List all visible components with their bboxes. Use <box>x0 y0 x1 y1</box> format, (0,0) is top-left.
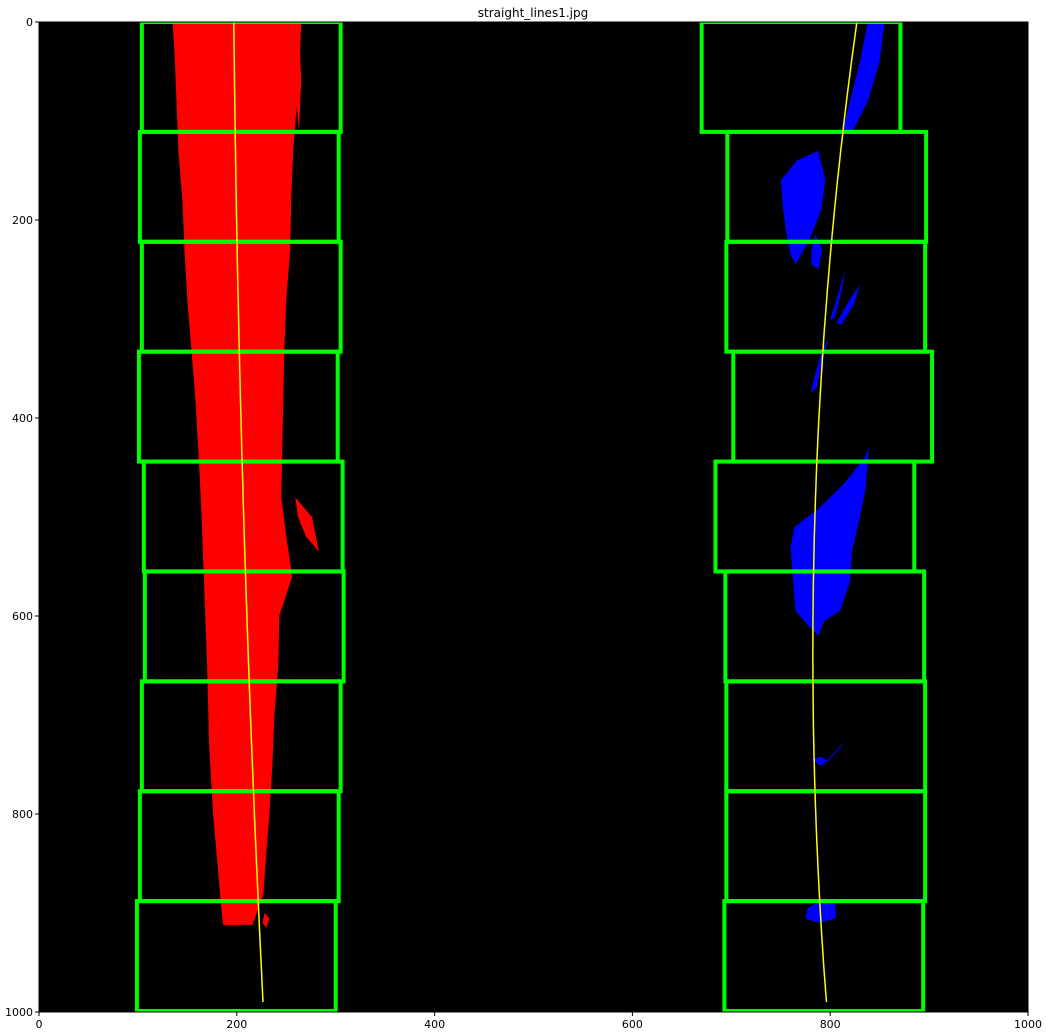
x-tick-label: 1000 <box>1014 1018 1042 1031</box>
y-tick-label: 0 <box>26 16 33 29</box>
x-tick-label: 800 <box>820 1018 841 1031</box>
right-fit-line <box>812 22 858 1003</box>
x-tick-label: 400 <box>424 1018 445 1031</box>
right-lane-pixel-blob <box>836 284 860 324</box>
right-lane-pixel-blob <box>790 447 869 636</box>
left-lane-pixels <box>172 22 319 928</box>
x-tick-label: 600 <box>622 1018 643 1031</box>
left-lane-pixel-blob <box>262 913 270 928</box>
right-lane-pixel-blob <box>842 22 885 133</box>
left-lane-pixel-blob <box>260 22 302 131</box>
y-tick-label: 600 <box>12 610 33 623</box>
right-search-window <box>722 899 926 1012</box>
left-fit-line <box>233 22 264 1003</box>
x-tick-label: 0 <box>36 1018 43 1031</box>
y-tick-label: 200 <box>12 214 33 227</box>
fit-lines <box>233 22 858 1003</box>
y-axis: 0 200 400 600 800 1000 <box>5 16 39 1019</box>
x-axis: 0 200 400 600 800 1000 <box>36 1012 1042 1031</box>
right-lane-pixel-blob <box>811 756 828 766</box>
left-search-window <box>134 899 338 1012</box>
x-tick-label: 200 <box>226 1018 247 1031</box>
right-lane-pixel-blob <box>820 741 844 770</box>
axes-frame <box>38 21 1029 1013</box>
left-lane-pixel-blob <box>172 22 302 925</box>
left-lane-pixel-blob <box>295 497 319 552</box>
y-tick-label: 800 <box>12 808 33 821</box>
right-lane-pixel-blob <box>780 150 826 265</box>
y-tick-label: 400 <box>12 412 33 425</box>
y-tick-label: 1000 <box>5 1006 33 1019</box>
search-windows <box>134 22 935 1012</box>
figure-title: straight_lines1.jpg <box>478 6 588 20</box>
